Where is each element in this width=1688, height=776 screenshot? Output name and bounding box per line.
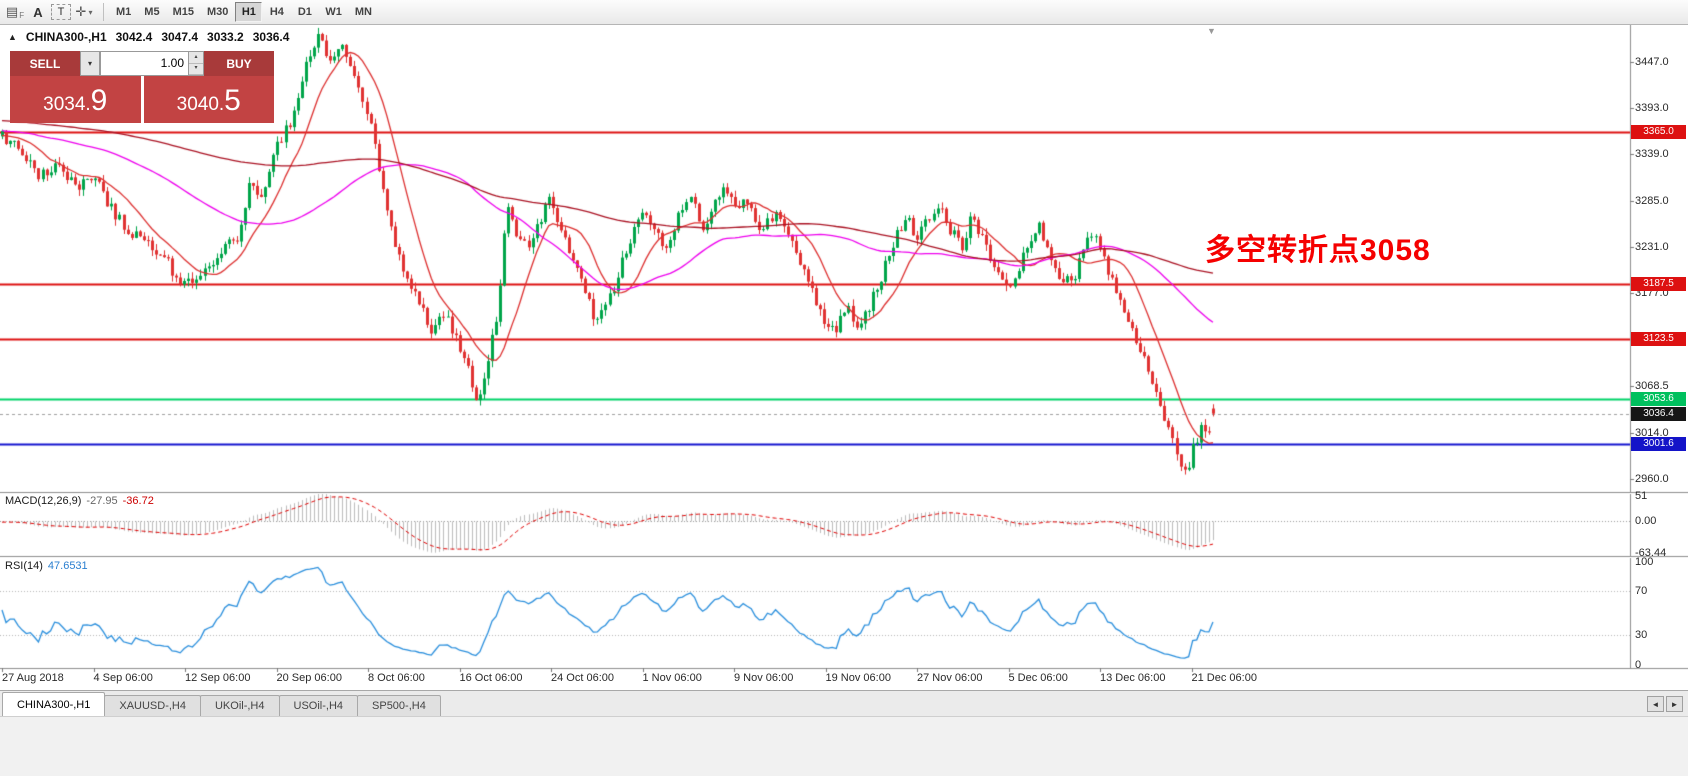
time-axis-label: 4 Sep 06:00 [93,672,153,684]
time-axis-label: 20 Sep 06:00 [276,672,342,684]
timeframe-button-h4[interactable]: H4 [269,6,284,18]
buy-price-main: 3040. [176,94,225,115]
symbol-name: CHINA300-,H1 [25,30,107,44]
timeframe-group: M1 M5 M15 M30 H1 H4 D1 W1 MN [110,2,379,22]
bottom-filler [0,716,1688,776]
macd-value: -27.95 [86,495,118,507]
chart-canvas[interactable] [0,25,1688,690]
ohlc-high: 3047.4 [161,30,199,44]
ohlc-open: 3042.4 [115,30,153,44]
macd-signal-value: -36.72 [122,495,154,507]
rsi-axis-label: 100 [1635,556,1654,568]
text-tool-icon[interactable]: T [51,4,71,20]
arrow-label-icon[interactable]: A [33,4,43,20]
time-axis-label: 9 Nov 06:00 [734,672,794,684]
macd-label: MACD(12,26,9) -27.95 -36.72 [5,495,154,507]
quotes-grid-icon[interactable]: ▤ F [5,4,25,20]
tab-SP500-,H4[interactable]: SP500-,H4 [357,695,441,716]
macd-name: MACD(12,26,9) [5,495,82,507]
sell-price-main: 3034. [43,94,91,115]
price-badge-3187.5: 3187.5 [1631,277,1686,292]
rsi-axis-label: 0 [1635,659,1642,671]
volume-decrease-button[interactable]: ▾ [189,63,203,75]
time-axis-label: 13 Dec 06:00 [1100,672,1166,684]
tab-scroll: ◄ ► [1647,696,1688,716]
price-axis-label: 3285.0 [1635,194,1669,207]
buy-price-pip: 5 [224,84,241,117]
macd-axis-label: -63.44 [1635,546,1667,559]
time-axis-label: 19 Nov 06:00 [825,672,891,684]
crosshair-tool-icon[interactable]: ✛ ▾ [74,2,94,22]
rsi-axis-label: 30 [1635,629,1648,641]
tab-scroll-left-button[interactable]: ◄ [1647,696,1664,712]
ohlc-close: 3036.4 [252,30,290,44]
macd-axis-label: 51 [1635,490,1648,502]
chart-tab-bar: CHINA300-,H1 XAUUSD-,H4 UKOil-,H4 USOil-,H4… [0,690,1688,716]
volume-increase-button[interactable]: ▴ [189,52,203,64]
timeframe-button-w1[interactable]: W1 [325,6,342,18]
price-axis-label: 3014.0 [1635,426,1669,439]
volume-input[interactable]: 1.00 ▴ ▾ [100,51,204,76]
timeframe-button-h1[interactable]: H1 [235,2,263,22]
volume-dropdown-button[interactable]: ▾ [80,51,100,76]
timeframe-button-m1[interactable]: M1 [116,6,132,18]
price-badge-3365.0: 3365.0 [1631,125,1686,140]
rsi-axis-label: 70 [1635,585,1648,597]
macd-axis-label: 0.00 [1635,515,1657,528]
timeframe-button-m15[interactable]: M15 [172,6,194,18]
symbol-info: ▲ CHINA300-,H1 3042.4 3047.4 3033.2 3036… [8,30,289,44]
price-badge-3053.6: 3053.6 [1631,391,1686,406]
time-axis-label: 27 Aug 2018 [2,672,64,684]
sell-price-pip: 9 [90,84,108,117]
chart-annotation: 多空转折点3058 [1205,234,1431,267]
top-toolbar: ▤ F A T ✛ ▾ M1 M5 M15 M30 H1 H4 D1 W1 MN [0,0,1688,25]
rsi-value: 47.6531 [47,560,88,572]
price-axis-label: 2960.0 [1635,473,1669,486]
time-axis-label: 12 Sep 06:00 [185,672,251,684]
volume-value[interactable]: 1.00 [160,56,184,70]
one-click-trading-panel: SELL ▾ 1.00 ▴ ▾ BUY 3034. 9 3040. 5 [10,51,274,123]
one-click-collapse-icon[interactable]: ▲ [8,32,17,42]
price-axis-label: 3068.5 [1635,380,1669,393]
time-axis-label: 27 Nov 06:00 [917,672,983,684]
tab-UKOil-,H4[interactable]: UKOil-,H4 [199,695,280,716]
tab-USOil-,H4[interactable]: USOil-,H4 [278,695,359,716]
sell-price[interactable]: 3034. 9 [10,76,141,123]
time-axis-label: 16 Oct 06:00 [459,672,523,684]
rsi-name: RSI(14) [5,560,43,572]
buy-price[interactable]: 3040. 5 [143,76,274,123]
timeframe-button-d1[interactable]: D1 [297,6,312,18]
chart-tabs: CHINA300-,H1 XAUUSD-,H4 UKOil-,H4 USOil-,H4… [2,692,441,716]
crosshair-icon: ✛ [75,4,87,19]
volume-spinner: ▴ ▾ [188,52,203,75]
timeframe-button-m5[interactable]: M5 [144,6,160,18]
price-axis-label: 3447.0 [1635,55,1669,68]
time-axis-label: 24 Oct 06:00 [551,672,614,684]
ohlc-low: 3033.2 [207,30,244,44]
tab-XAUUSD-,H4[interactable]: XAUUSD-,H4 [104,695,201,716]
timeframe-button-mn[interactable]: MN [354,6,372,18]
buy-button[interactable]: BUY [204,51,274,76]
price-badge-3036.4: 3036.4 [1631,406,1686,421]
toolbar-separator [103,3,104,21]
sell-button[interactable]: SELL [10,51,80,76]
time-axis-label: 21 Dec 06:00 [1191,672,1257,684]
time-axis-label: 8 Oct 06:00 [368,672,425,684]
chart-shift-marker-icon: ▼ [1207,26,1216,36]
rsi-label: RSI(14) 47.6531 [5,560,88,572]
price-axis-label: 3231.0 [1635,240,1669,253]
price-badge-3001.6: 3001.6 [1631,436,1686,451]
chevron-down-icon: ▾ [87,59,92,68]
price-axis-label: 3393.0 [1635,102,1669,115]
tab-CHINA300-,H1[interactable]: CHINA300-,H1 [2,692,106,716]
time-axis-label: 1 Nov 06:00 [642,672,702,684]
chevron-down-icon: ▾ [88,7,93,17]
timeframe-button-m30[interactable]: M30 [206,6,229,18]
price-badge-3123.5: 3123.5 [1631,332,1686,347]
time-axis-label: 5 Dec 06:00 [1008,672,1068,684]
price-axis-label: 3339.0 [1635,148,1669,161]
tab-scroll-right-button[interactable]: ► [1666,696,1683,712]
